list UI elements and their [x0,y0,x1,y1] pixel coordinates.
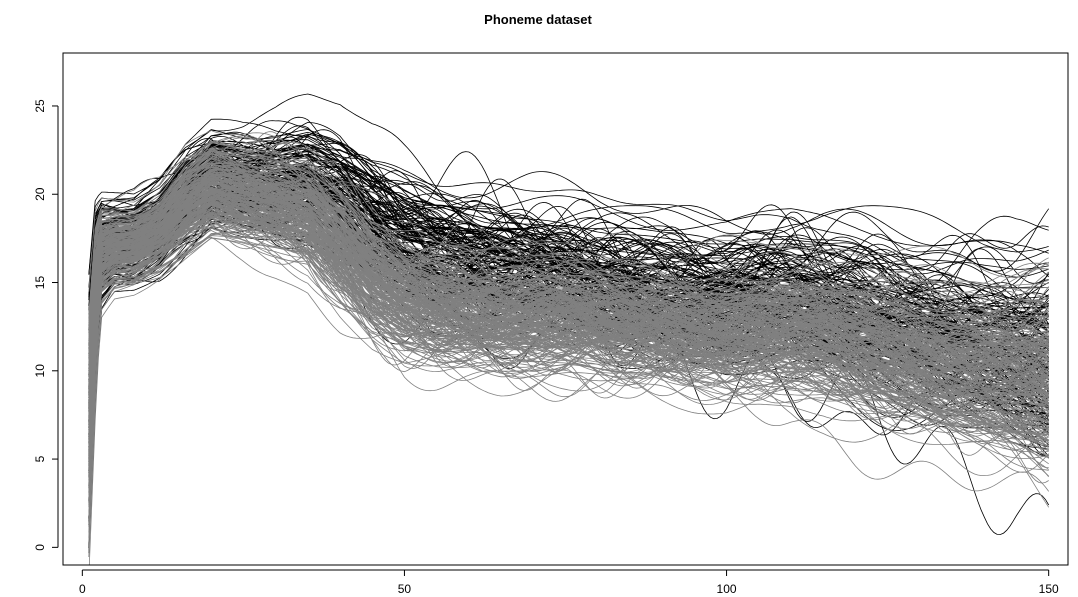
curve-line [88,188,1049,419]
curve-line [88,180,1049,459]
curve-line [88,142,1049,379]
curve-line [88,200,1049,477]
curve-line [88,176,1049,451]
curve-line [88,164,1049,429]
curve-line [88,223,1049,508]
y-tick-label: 0 [33,544,47,551]
x-tick-label: 50 [398,582,412,596]
series-group [88,130,1050,565]
curve-line [88,149,1049,369]
x-tick-label: 100 [717,582,737,596]
x-axis: 0 50 100 150 [79,569,1059,596]
curve-line [88,118,1049,278]
curve-line [88,149,1049,405]
x-tick-label: 0 [79,582,86,596]
curve-line [88,189,1049,456]
curve-line [88,163,1049,374]
curve-line [88,148,1049,374]
curve-line [88,156,1049,411]
y-tick-label: 20 [33,187,47,201]
curve-line [88,197,1049,426]
curve-line [88,207,1049,470]
curve-line [88,195,1049,437]
curve-line [88,199,1049,487]
curve-line [88,141,1050,379]
curve-line [88,161,1049,378]
curve-line [88,220,1049,486]
curve-line [88,220,1049,458]
curve-line [88,182,1049,441]
y-axis: 0 5 10 15 20 25 [33,99,59,551]
curve-line [88,199,1049,449]
curve-line [88,153,1049,443]
y-tick-label: 10 [33,364,47,378]
curve-line [88,142,1049,348]
curve-line [88,214,1049,487]
curve-line [88,193,1049,433]
curve-line [88,178,1049,422]
curve-line [88,181,1049,427]
x-tick-label: 150 [1039,582,1059,596]
curve-line [88,129,1049,300]
curves-layer [88,93,1050,565]
curve-line [88,153,1050,374]
curve-line [88,208,1049,489]
plot-frame [62,52,1069,566]
curve-line [88,158,1049,374]
curve-line [88,202,1049,459]
y-tick-label: 25 [33,99,47,113]
curve-line [88,142,1049,357]
curve-line [88,181,1049,423]
curve-line [88,170,1049,390]
curve-line [88,140,1049,329]
y-tick-label: 15 [33,276,47,290]
curve-line [88,230,1049,506]
curve-line [88,209,1049,453]
y-tick-label: 5 [33,455,47,462]
curve-line [88,173,1050,485]
chart-title: Phoneme dataset [484,12,592,27]
curve-line [88,147,1049,355]
curve-line [88,202,1049,408]
curve-line [88,200,1050,440]
curve-line [88,191,1049,422]
